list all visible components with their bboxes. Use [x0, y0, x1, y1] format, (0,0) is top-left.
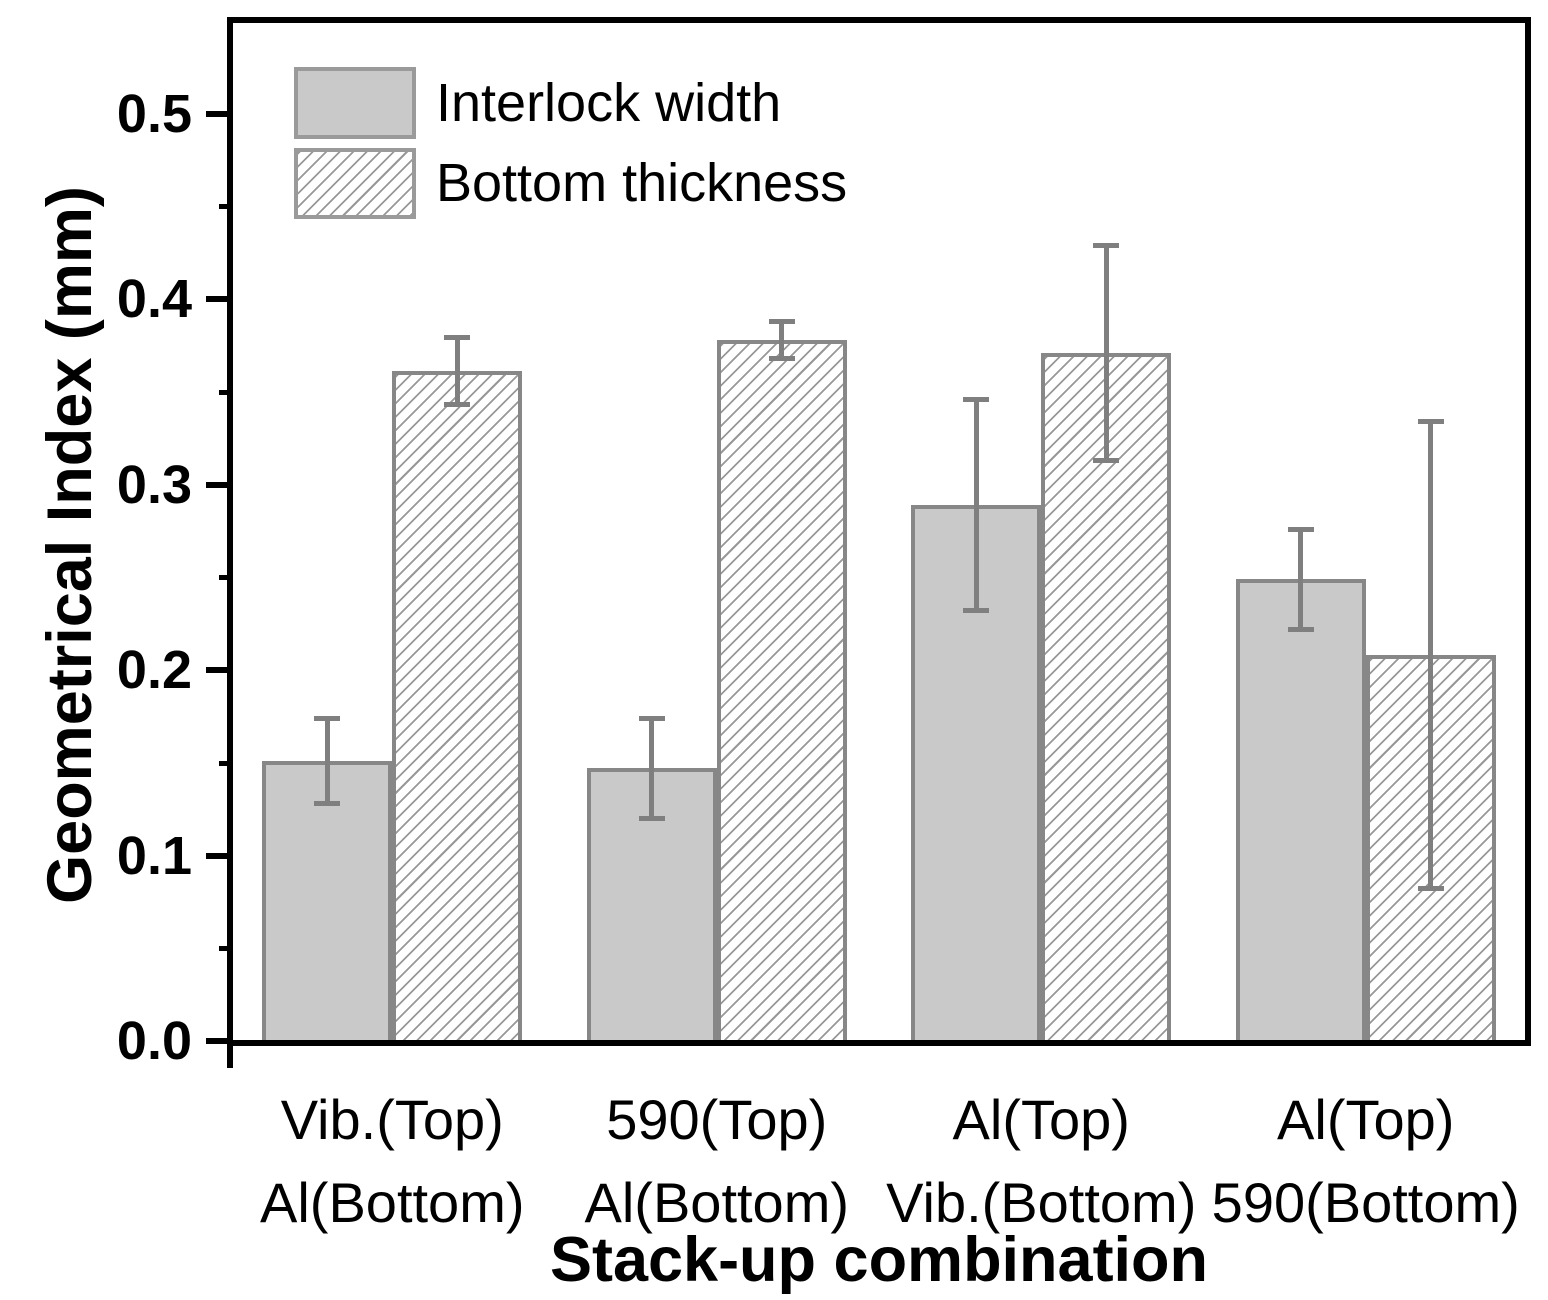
error-bar-cap-bottom — [963, 608, 990, 614]
legend-swatch-bottom-thickness-icon — [294, 148, 416, 219]
x-axis-title: Stack-up combination — [549, 1225, 1209, 1295]
y-tick-label: 0.3 — [116, 454, 192, 515]
error-bar-cap-top — [963, 396, 990, 402]
legend-label-interlock-width: Interlock width — [436, 73, 782, 133]
error-bar-cap-top — [1093, 242, 1120, 248]
error-bar-cap-bottom — [1287, 626, 1314, 632]
bar-bottom-thickness-1 — [716, 339, 847, 1046]
error-bar-line — [1298, 529, 1304, 630]
y-axis-minor-tick — [219, 760, 233, 766]
error-bar-line — [324, 718, 330, 804]
error-bar-cap-top — [444, 335, 471, 341]
plot-frame — [227, 17, 1531, 1046]
y-tick-label: 0.4 — [116, 269, 192, 329]
error-bar-cap-bottom — [1417, 886, 1444, 892]
error-bar-cap-top — [1287, 526, 1314, 532]
y-axis-major-tick — [206, 1038, 233, 1044]
x-category-label-2: Al(Top) Vib.(Bottom) — [811, 1078, 1271, 1244]
y-axis-minor-tick — [219, 946, 233, 952]
y-axis-minor-tick — [219, 204, 233, 210]
x-category-label-line1: Vib.(Top) — [280, 1088, 504, 1151]
x-category-label-line2: Vib.(Bottom) — [886, 1171, 1197, 1234]
error-bar-line — [1428, 421, 1434, 889]
x-category-label-line1: Al(Top) — [952, 1088, 1130, 1151]
y-axis-major-tick — [206, 667, 233, 673]
error-bar-cap-top — [314, 715, 341, 721]
x-category-label-line2: Al(Bottom) — [584, 1171, 850, 1234]
y-axis-major-tick — [206, 852, 233, 859]
x-category-label-line1: Al(Top) — [1277, 1088, 1455, 1151]
x-category-label-0: Vib.(Top) Al(Bottom) — [162, 1078, 622, 1244]
y-axis-major-tick — [206, 296, 233, 302]
x-category-label-line1: 590(Top) — [606, 1088, 828, 1151]
error-bar-line — [779, 321, 785, 359]
x-category-label-line2: 590(Bottom) — [1211, 1171, 1520, 1234]
error-bar-cap-top — [768, 318, 795, 324]
y-axis-minor-tick — [219, 575, 233, 581]
error-bar-cap-top — [638, 715, 665, 721]
x-category-label-1: 590(Top) Al(Bottom) — [487, 1078, 947, 1244]
x-category-label-line2: Al(Bottom) — [260, 1171, 525, 1234]
error-bar-cap-bottom — [444, 402, 471, 408]
error-bar-cap-bottom — [768, 355, 795, 361]
error-bar-line — [649, 718, 655, 819]
error-bar-line — [1103, 245, 1109, 461]
error-bar-cap-bottom — [314, 801, 341, 807]
y-tick-label: 0.5 — [116, 83, 192, 144]
y-axis-minor-tick — [219, 389, 233, 395]
error-bar-line — [973, 399, 979, 611]
error-bar-cap-bottom — [638, 815, 665, 821]
bar-bottom-thickness-0 — [392, 371, 523, 1046]
y-tick-label: 0.1 — [116, 825, 192, 886]
x-axis-corner-tick — [227, 1046, 233, 1068]
y-axis-major-tick — [206, 110, 233, 117]
y-axis-major-tick — [206, 481, 233, 488]
error-bar-cap-top — [1417, 418, 1444, 424]
error-bar-line — [454, 337, 460, 405]
bar-interlock-width-3 — [1235, 579, 1366, 1046]
legend-swatch-interlock-width-icon — [294, 67, 416, 139]
y-tick-label: 0.2 — [116, 640, 192, 700]
error-bar-cap-bottom — [1093, 457, 1120, 463]
bar-bottom-thickness-2 — [1041, 352, 1172, 1046]
y-tick-label: 0.0 — [116, 1011, 192, 1071]
x-category-label-3: Al(Top) 590(Bottom) — [1136, 1078, 1548, 1244]
legend-label-bottom-thickness: Bottom thickness — [436, 153, 848, 213]
